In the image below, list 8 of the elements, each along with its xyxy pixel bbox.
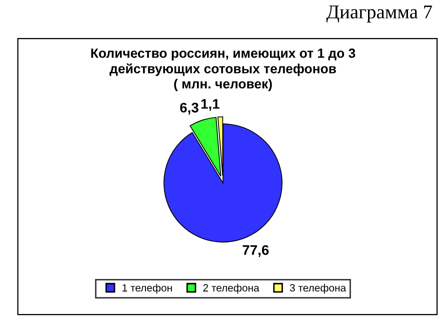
data-label: 6,3: [180, 102, 198, 115]
text: Диаграмма 7: [326, 6, 432, 22]
legend-label: 3 телефона: [290, 284, 346, 294]
data-label: 1,1: [201, 99, 220, 111]
chart-title: Количество россиян, имеющих от 1 до 3 действующих сотовых телефонов ( млн. человек): [91, 48, 356, 92]
legend-label: 1 телефон: [122, 284, 172, 294]
data-label: 77,6: [242, 245, 269, 257]
legend-label: 2 телефона: [203, 284, 260, 294]
